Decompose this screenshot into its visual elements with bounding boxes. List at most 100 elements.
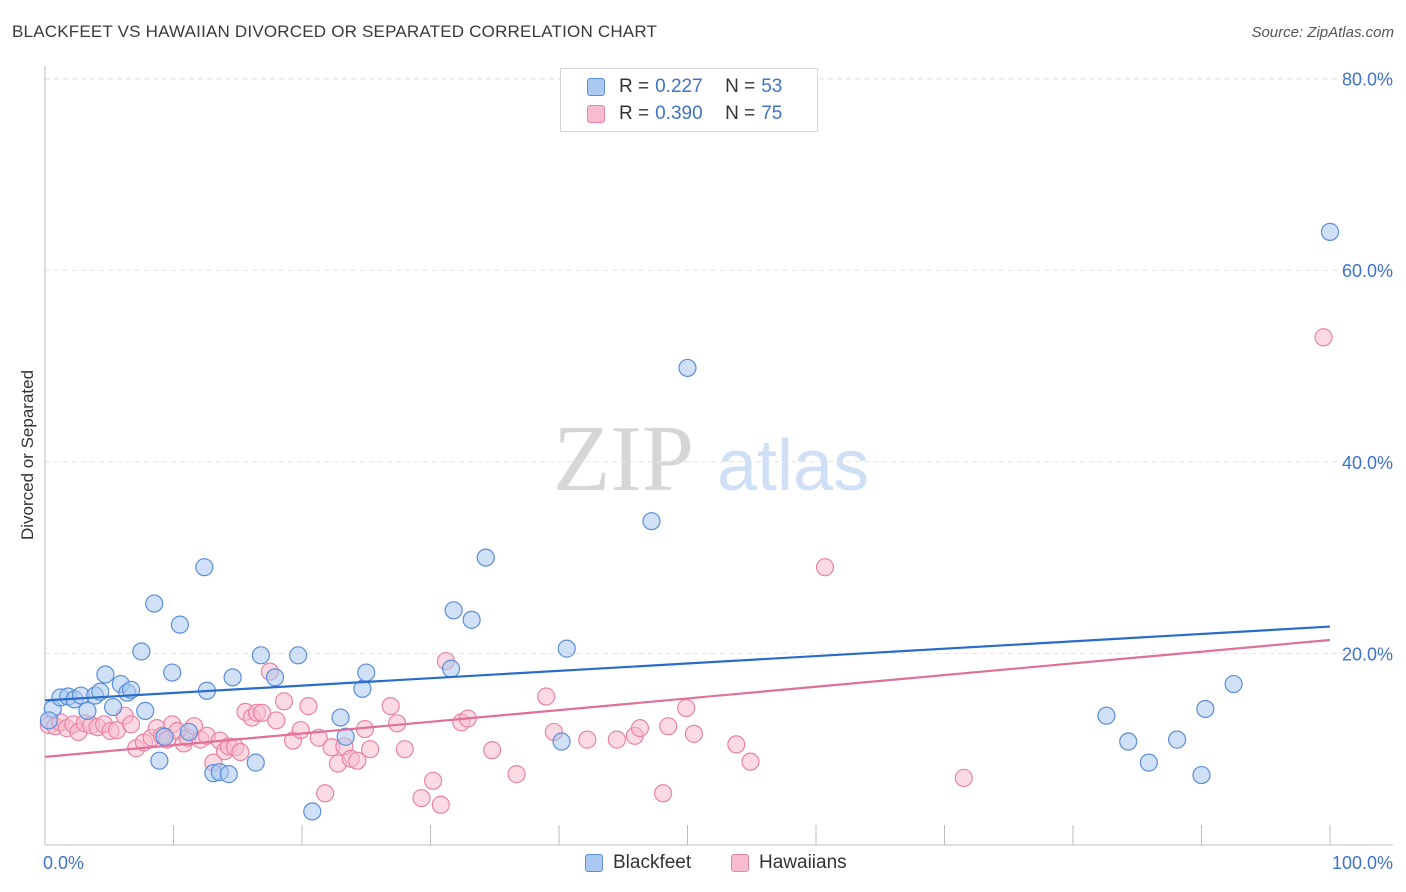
legend-row-blackfeet: R = 0.227 N = 53 <box>587 75 782 99</box>
point-hawaiians <box>381 696 400 716</box>
trend-line-blackfeet <box>44 625 1331 702</box>
point-hawaiians <box>316 784 335 803</box>
point-blackfeet <box>1167 730 1187 749</box>
point-hawaiians <box>507 765 526 784</box>
point-blackfeet <box>170 615 190 634</box>
point-hawaiians <box>274 692 294 711</box>
point-hawaiians <box>412 788 431 808</box>
legend-r-value: 0.390 <box>655 103 703 124</box>
point-hawaiians <box>954 768 973 788</box>
watermark-atlas: atlas <box>717 426 869 506</box>
point-blackfeet <box>132 642 151 661</box>
legend-row-hawaiians: R = 0.390 N = 75 <box>587 102 782 126</box>
bottom-legend-hawaiians: Hawaiians <box>731 852 847 874</box>
series-hawaiians <box>39 328 1333 814</box>
bottom-legend-swatch-hawaiians <box>731 854 749 872</box>
legend-swatch-hawaiians <box>587 105 605 123</box>
point-blackfeet <box>195 558 214 577</box>
legend-r-label: R = <box>619 103 650 124</box>
point-hawaiians <box>607 730 626 749</box>
point-hawaiians <box>727 735 746 754</box>
point-blackfeet <box>1097 706 1116 725</box>
correlation-legend: R = 0.227 N = 53 R = 0.390 N = 75 <box>560 68 818 132</box>
point-hawaiians <box>630 719 650 738</box>
point-hawaiians <box>361 740 380 759</box>
x-tick-label: 100.0% <box>1332 853 1393 873</box>
point-blackfeet <box>557 639 576 658</box>
point-blackfeet <box>441 659 461 678</box>
point-hawaiians <box>299 696 318 716</box>
chart-title: BLACKFEET VS HAWAIIAN DIVORCED OR SEPARA… <box>12 22 658 41</box>
watermark-zip: ZIP <box>553 407 694 511</box>
trend-lines <box>44 625 1331 758</box>
point-blackfeet <box>96 665 115 684</box>
legend-n-label: N = <box>725 76 756 97</box>
point-hawaiians <box>121 715 141 734</box>
bottom-legend-label-hawaiians: Hawaiians <box>759 852 847 873</box>
grid-lines <box>45 78 1393 654</box>
legend-r-value: 0.227 <box>655 76 703 97</box>
point-blackfeet <box>331 708 350 727</box>
point-blackfeet <box>303 802 322 821</box>
point-blackfeet <box>104 697 123 717</box>
point-blackfeet <box>265 668 285 687</box>
trend-line-hawaiians <box>44 638 1331 758</box>
point-blackfeet <box>1320 222 1340 241</box>
series-blackfeet <box>39 222 1340 821</box>
point-blackfeet <box>444 601 463 620</box>
bottom-legend-swatch-blackfeet <box>585 854 603 872</box>
point-hawaiians <box>578 730 597 749</box>
point-blackfeet <box>1196 699 1215 719</box>
y-tick-label: 80.0% <box>1342 70 1393 90</box>
point-blackfeet <box>145 594 164 613</box>
point-blackfeet <box>462 610 481 629</box>
point-blackfeet <box>78 701 97 720</box>
point-hawaiians <box>483 741 502 760</box>
point-hawaiians <box>253 703 272 722</box>
point-hawaiians <box>659 717 678 736</box>
point-hawaiians <box>815 558 835 577</box>
point-blackfeet <box>246 753 265 772</box>
point-hawaiians <box>348 751 367 770</box>
point-hawaiians <box>741 752 760 771</box>
point-blackfeet <box>251 646 270 665</box>
point-blackfeet <box>136 701 155 720</box>
point-hawaiians <box>431 795 450 814</box>
point-hawaiians <box>684 724 704 743</box>
y-tick-label: 20.0% <box>1342 644 1393 664</box>
point-hawaiians <box>291 720 310 740</box>
point-blackfeet <box>1139 753 1158 772</box>
x-tick-labels: 0.0% 100.0% <box>43 853 1393 873</box>
legend-n-label: N = <box>725 103 756 124</box>
point-blackfeet <box>219 765 238 784</box>
point-blackfeet <box>552 732 571 751</box>
point-blackfeet <box>289 646 308 665</box>
watermark: ZIP atlas <box>553 407 869 511</box>
point-hawaiians <box>395 740 414 759</box>
y-tick-label: 40.0% <box>1342 453 1393 473</box>
point-hawaiians <box>423 771 443 790</box>
point-blackfeet <box>179 722 199 742</box>
bottom-legend-label-blackfeet: Blackfeet <box>613 852 692 873</box>
point-blackfeet <box>1119 732 1138 751</box>
point-blackfeet <box>39 711 58 730</box>
point-blackfeet <box>1192 765 1211 785</box>
point-blackfeet <box>155 727 174 746</box>
bottom-legend-blackfeet: Blackfeet <box>585 852 691 874</box>
y-tick-labels: 20.0% 40.0% 60.0% 80.0% <box>1342 70 1393 665</box>
point-blackfeet <box>476 548 495 567</box>
point-hawaiians <box>267 711 286 730</box>
point-blackfeet <box>357 663 376 682</box>
legend-swatch-blackfeet <box>587 78 605 96</box>
point-hawaiians <box>537 687 556 706</box>
source-label: Source: ZipAtlas.com <box>1251 24 1394 41</box>
legend-r-label: R = <box>619 76 650 97</box>
point-hawaiians <box>1314 328 1333 347</box>
y-axis-label: Divorced or Separated <box>18 370 37 540</box>
legend-n-value: 75 <box>761 103 783 124</box>
point-blackfeet <box>642 512 661 531</box>
point-hawaiians <box>231 742 250 762</box>
point-blackfeet <box>223 668 242 687</box>
point-blackfeet <box>678 358 697 378</box>
